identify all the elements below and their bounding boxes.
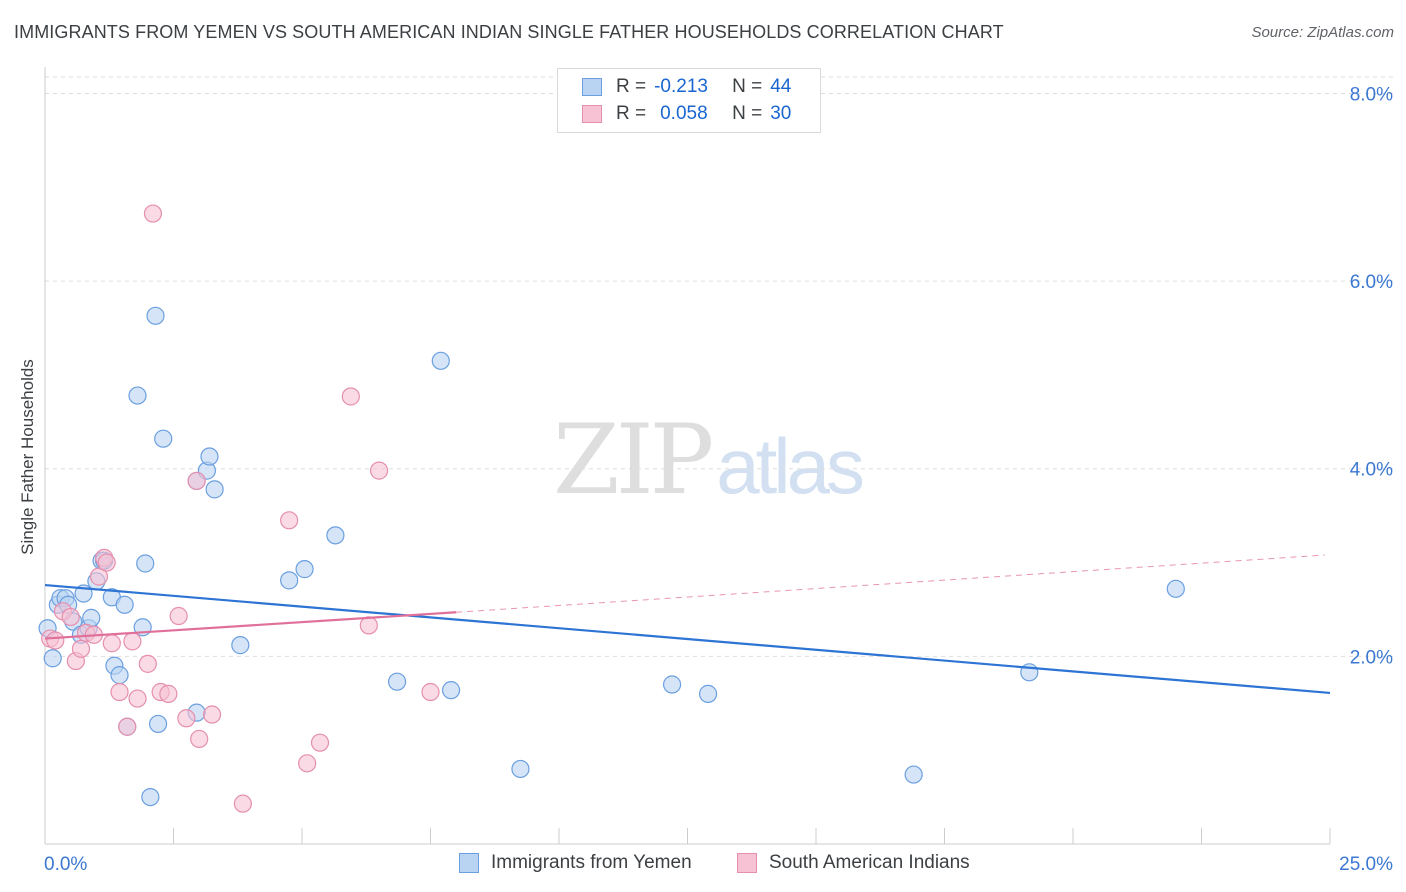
point-yemen <box>205 480 224 499</box>
point-south-american-indians <box>123 632 142 651</box>
legend-label-south-american-indians: South American Indians <box>769 852 970 873</box>
legend-r-value: 0.058 <box>660 103 708 124</box>
y-tick-label: 6.0% <box>1350 272 1393 293</box>
watermark-atlas: atlas <box>716 422 865 510</box>
point-yemen <box>511 759 530 779</box>
point-yemen <box>326 526 345 545</box>
point-yemen <box>128 386 147 405</box>
point-yemen <box>295 560 314 579</box>
point-south-american-indians <box>110 682 129 702</box>
series-legend: Immigrants from Yemen South American Ind… <box>0 852 1406 876</box>
legend-item-south-american-indians: South American Indians <box>737 852 970 874</box>
legend-r-label: R = <box>616 103 647 124</box>
y-tick-label: 2.0% <box>1350 647 1393 668</box>
point-south-american-indians <box>190 729 209 749</box>
point-yemen <box>148 714 168 734</box>
point-south-american-indians <box>421 682 440 702</box>
y-tick-label: 4.0% <box>1350 460 1393 481</box>
point-yemen <box>1166 579 1185 598</box>
legend-n-label: N = <box>732 76 763 97</box>
y-tick-label: 8.0% <box>1350 84 1393 105</box>
legend-label-yemen: Immigrants from Yemen <box>491 852 692 873</box>
point-south-american-indians <box>71 639 91 658</box>
legend-row-yemen: R = -0.213 N = 44 <box>582 75 791 99</box>
legend-swatch-pink <box>737 853 757 873</box>
trendline-extension-south-american-indians <box>456 554 1325 613</box>
point-south-american-indians <box>233 794 252 813</box>
legend-r-label: R = <box>616 76 647 97</box>
y-axis-label: Single Father Households <box>18 359 37 555</box>
point-south-american-indians <box>61 607 80 627</box>
point-south-american-indians <box>341 387 360 406</box>
correlation-legend: R = -0.213 N = 44 R = 0.058 N = 30 <box>557 68 821 133</box>
point-yemen <box>441 681 461 700</box>
point-yemen <box>431 351 450 370</box>
point-south-american-indians <box>143 204 163 223</box>
source-label: Source: ZipAtlas.com <box>1251 24 1394 41</box>
point-south-american-indians <box>46 631 65 650</box>
point-south-american-indians <box>97 553 116 572</box>
point-south-american-indians <box>89 567 109 586</box>
point-yemen <box>698 684 718 703</box>
point-yemen <box>154 429 173 448</box>
legend-n-value: 44 <box>770 76 792 97</box>
point-south-american-indians <box>359 616 378 635</box>
watermark-zip: ZIP <box>553 404 714 516</box>
point-south-american-indians <box>202 705 222 724</box>
legend-swatch-pink <box>582 105 602 123</box>
point-yemen <box>43 649 62 668</box>
legend-n-value: 30 <box>770 103 792 124</box>
x-tick-label: 25.0% <box>1339 854 1393 875</box>
legend-swatch-blue <box>582 78 602 96</box>
point-yemen <box>115 595 134 614</box>
point-south-american-indians <box>177 709 196 728</box>
point-yemen <box>110 666 129 685</box>
legend-n-label: N = <box>732 103 763 124</box>
point-yemen <box>146 306 165 325</box>
point-yemen <box>280 571 299 590</box>
watermark: ZIPatlas <box>553 404 865 516</box>
legend-r-value: -0.213 <box>654 76 708 97</box>
point-south-american-indians <box>370 461 389 480</box>
point-south-american-indians <box>128 689 147 708</box>
point-south-american-indians <box>102 634 121 653</box>
trendline-south-american-indians <box>44 611 457 640</box>
point-yemen <box>231 636 250 655</box>
point-yemen <box>662 675 682 694</box>
chart-title: IMMIGRANTS FROM YEMEN VS SOUTH AMERICAN … <box>14 22 1004 42</box>
point-south-american-indians <box>169 606 188 626</box>
point-yemen <box>904 765 923 784</box>
x-tick-label: 0.0% <box>44 854 87 875</box>
point-south-american-indians <box>138 654 157 673</box>
point-south-american-indians <box>298 754 317 773</box>
point-south-american-indians <box>159 684 178 703</box>
point-yemen <box>387 672 407 691</box>
legend-item-yemen: Immigrants from Yemen <box>459 852 692 874</box>
legend-row-south-american-indians: R = 0.058 N = 30 <box>582 102 791 126</box>
point-yemen <box>136 554 155 573</box>
point-yemen <box>200 447 219 466</box>
point-south-american-indians <box>118 717 137 736</box>
point-south-american-indians <box>280 511 299 530</box>
point-south-american-indians <box>187 471 206 491</box>
point-south-american-indians <box>310 733 330 752</box>
legend-swatch-blue <box>459 853 479 873</box>
point-yemen <box>141 787 160 807</box>
trendline-yemen <box>44 583 1331 695</box>
